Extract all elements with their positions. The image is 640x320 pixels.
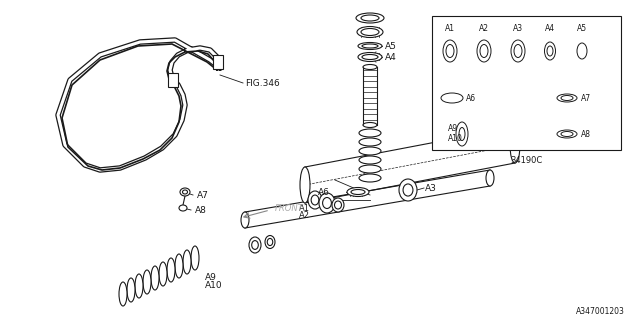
Text: A3: A3 xyxy=(425,183,437,193)
Text: A2: A2 xyxy=(299,211,310,220)
Ellipse shape xyxy=(191,246,199,270)
Text: FRONT: FRONT xyxy=(275,204,304,212)
Ellipse shape xyxy=(514,44,522,58)
Text: A9: A9 xyxy=(448,124,458,132)
Ellipse shape xyxy=(175,254,183,278)
Ellipse shape xyxy=(323,197,332,209)
Text: A4: A4 xyxy=(545,23,555,33)
Ellipse shape xyxy=(561,95,573,100)
Bar xyxy=(490,110,525,140)
Ellipse shape xyxy=(335,201,342,209)
Ellipse shape xyxy=(143,270,151,294)
Ellipse shape xyxy=(332,198,344,212)
Ellipse shape xyxy=(399,179,417,201)
Ellipse shape xyxy=(358,52,382,61)
Ellipse shape xyxy=(361,15,379,21)
Text: A10: A10 xyxy=(205,282,223,291)
Ellipse shape xyxy=(167,258,175,282)
Bar xyxy=(168,73,178,87)
Ellipse shape xyxy=(359,138,381,146)
Ellipse shape xyxy=(359,129,381,137)
Bar xyxy=(432,16,621,150)
Ellipse shape xyxy=(127,278,135,302)
Ellipse shape xyxy=(241,212,249,228)
Ellipse shape xyxy=(403,184,413,196)
Ellipse shape xyxy=(529,114,535,122)
Ellipse shape xyxy=(510,127,520,163)
Ellipse shape xyxy=(180,188,190,196)
Ellipse shape xyxy=(359,165,381,173)
Ellipse shape xyxy=(441,93,463,103)
Ellipse shape xyxy=(480,44,488,58)
Ellipse shape xyxy=(577,43,587,59)
Text: A2: A2 xyxy=(479,23,489,33)
Text: A347001203: A347001203 xyxy=(576,308,625,316)
Ellipse shape xyxy=(357,27,383,37)
Ellipse shape xyxy=(363,123,377,127)
Ellipse shape xyxy=(351,189,365,195)
Ellipse shape xyxy=(359,147,381,155)
Ellipse shape xyxy=(356,13,384,23)
Ellipse shape xyxy=(249,237,261,253)
Text: A8: A8 xyxy=(195,205,207,214)
Text: 34190C: 34190C xyxy=(510,156,543,165)
Ellipse shape xyxy=(456,122,468,146)
Ellipse shape xyxy=(446,44,454,58)
Ellipse shape xyxy=(362,54,378,60)
Ellipse shape xyxy=(265,236,275,249)
Ellipse shape xyxy=(159,262,167,286)
Ellipse shape xyxy=(523,130,537,138)
Text: A7: A7 xyxy=(197,190,209,199)
Ellipse shape xyxy=(557,130,577,138)
Ellipse shape xyxy=(308,191,322,209)
Ellipse shape xyxy=(361,28,379,36)
Text: A1: A1 xyxy=(299,204,310,212)
Text: FIG.346: FIG.346 xyxy=(245,78,280,87)
Ellipse shape xyxy=(311,195,319,205)
Ellipse shape xyxy=(526,110,538,126)
Text: A7: A7 xyxy=(581,93,591,102)
Bar xyxy=(213,55,223,69)
Text: A9: A9 xyxy=(205,274,217,283)
Ellipse shape xyxy=(561,132,573,137)
Ellipse shape xyxy=(359,156,381,164)
Ellipse shape xyxy=(358,43,382,50)
Text: A5: A5 xyxy=(577,23,587,33)
Ellipse shape xyxy=(319,193,335,213)
Ellipse shape xyxy=(119,282,127,306)
Ellipse shape xyxy=(151,266,159,290)
Text: A6: A6 xyxy=(466,93,476,102)
Ellipse shape xyxy=(486,170,494,186)
Ellipse shape xyxy=(179,205,187,211)
Ellipse shape xyxy=(459,127,465,140)
Ellipse shape xyxy=(443,40,457,62)
Ellipse shape xyxy=(268,238,273,245)
Ellipse shape xyxy=(557,94,577,102)
Ellipse shape xyxy=(135,274,143,298)
Ellipse shape xyxy=(511,40,525,62)
Ellipse shape xyxy=(182,190,188,194)
Text: A8: A8 xyxy=(581,130,591,139)
Text: A1: A1 xyxy=(445,23,455,33)
Text: A5: A5 xyxy=(385,42,397,51)
Ellipse shape xyxy=(300,167,310,203)
Ellipse shape xyxy=(477,40,491,62)
Text: A3: A3 xyxy=(513,23,523,33)
Ellipse shape xyxy=(362,44,378,48)
Ellipse shape xyxy=(252,241,259,249)
Ellipse shape xyxy=(545,42,556,60)
Ellipse shape xyxy=(359,174,381,182)
Ellipse shape xyxy=(363,65,377,69)
Ellipse shape xyxy=(347,188,369,196)
Ellipse shape xyxy=(547,46,553,56)
Text: A6: A6 xyxy=(318,188,330,196)
Text: A4: A4 xyxy=(385,52,397,61)
Ellipse shape xyxy=(183,250,191,274)
Text: A10: A10 xyxy=(448,133,463,142)
